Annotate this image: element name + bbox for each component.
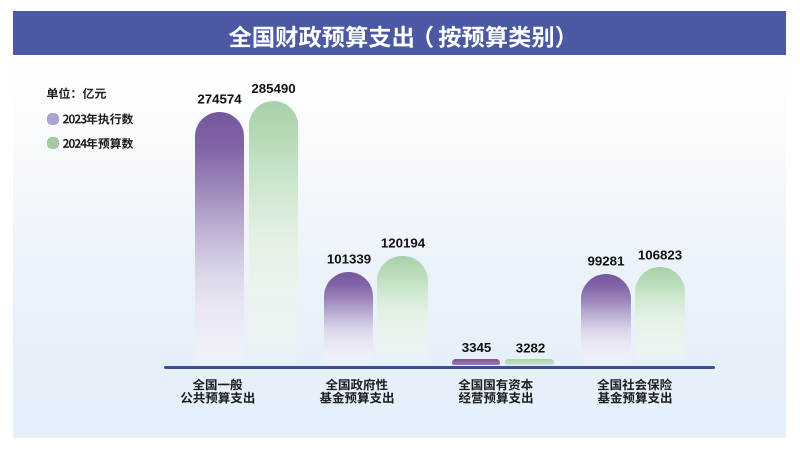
svg-text:285490: 285490 xyxy=(251,81,295,96)
svg-text:3282: 3282 xyxy=(516,340,546,355)
svg-text:99281: 99281 xyxy=(588,254,626,269)
svg-text:101339: 101339 xyxy=(327,252,371,267)
svg-text:3345: 3345 xyxy=(462,340,492,355)
svg-text:120194: 120194 xyxy=(381,236,426,251)
svg-text:106823: 106823 xyxy=(638,247,682,262)
svg-text:274574: 274574 xyxy=(197,91,242,106)
